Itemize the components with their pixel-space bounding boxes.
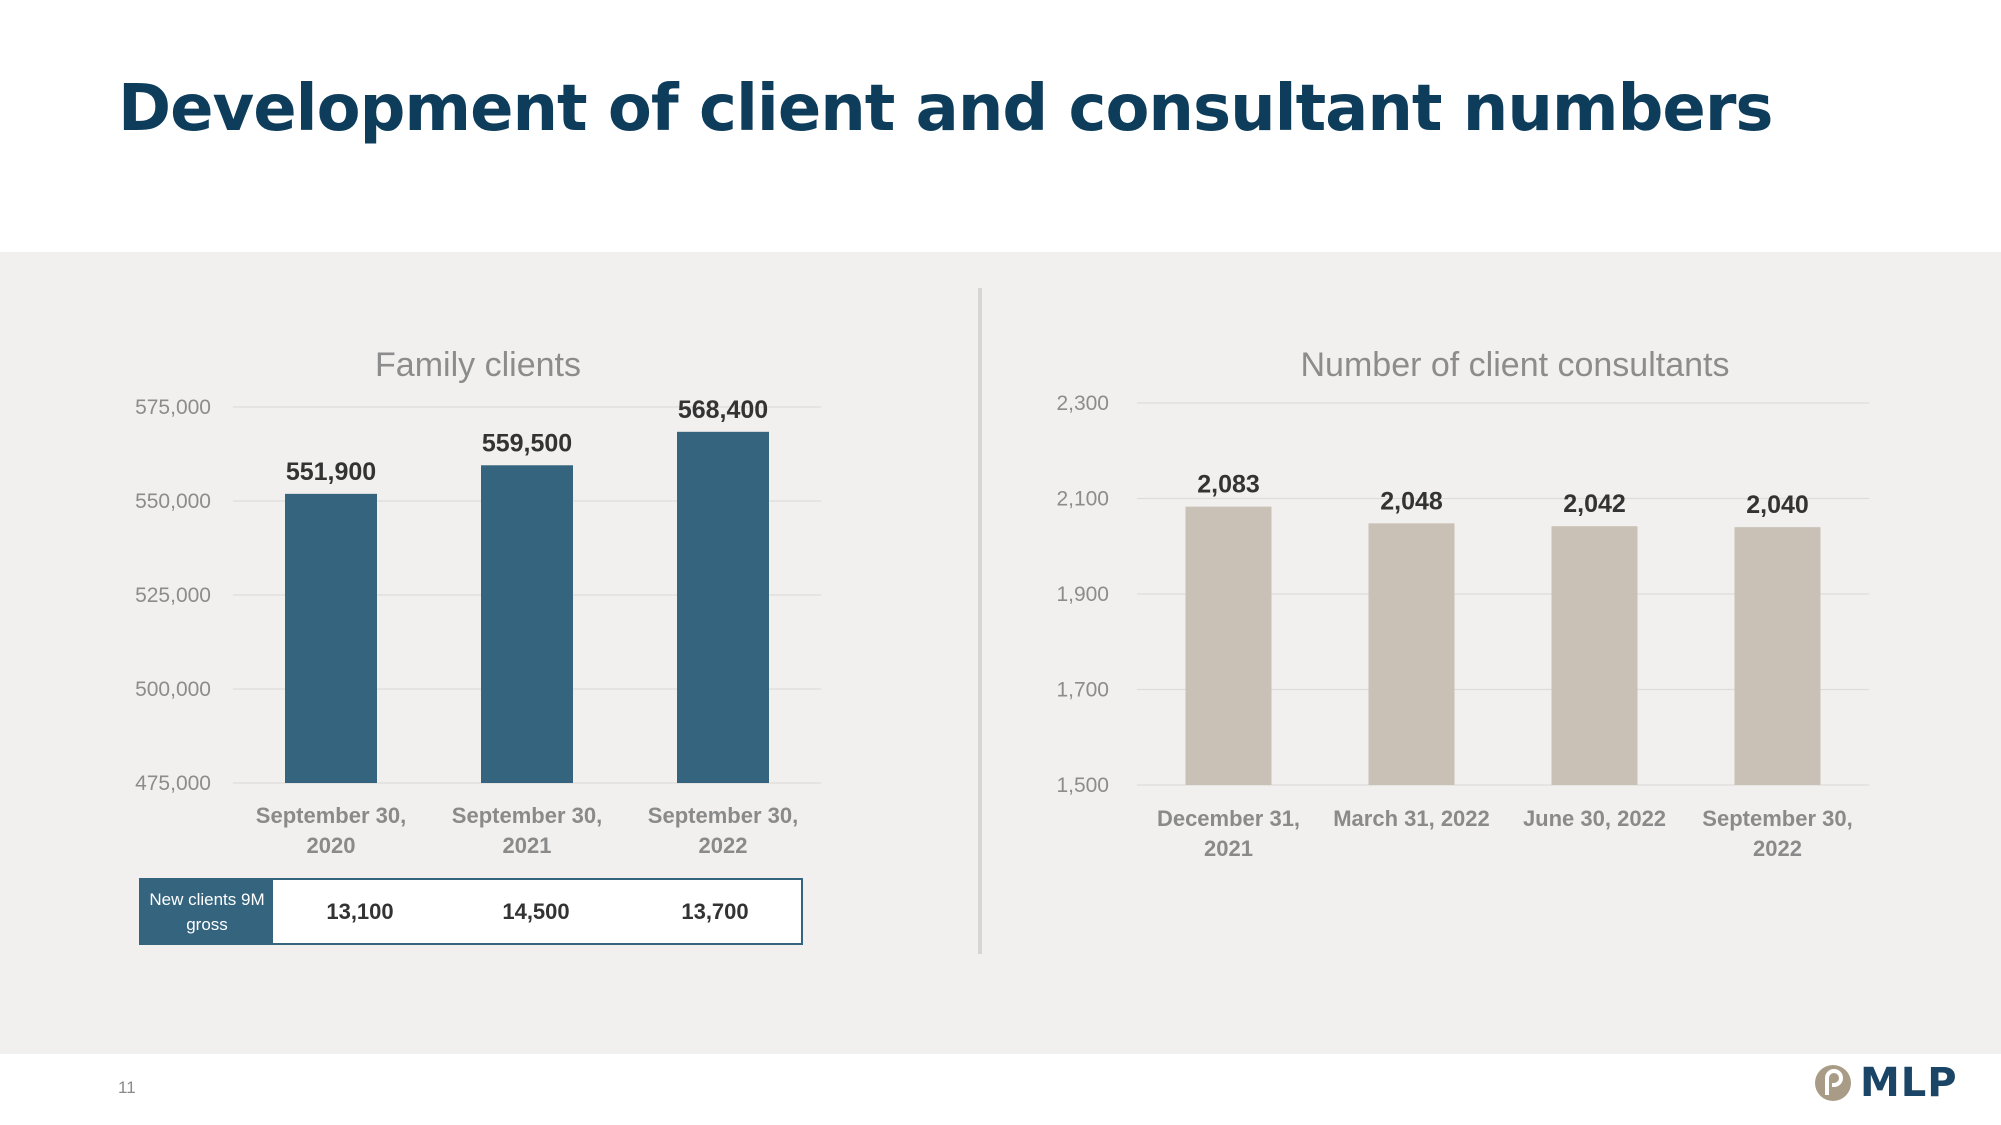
y-tick-label: 1,900 bbox=[1056, 583, 1109, 606]
y-tick-label: 575,000 bbox=[135, 396, 211, 419]
chart-title: Family clients bbox=[375, 346, 581, 384]
x-tick-label: September 30, bbox=[648, 803, 798, 828]
x-tick-label: 2020 bbox=[307, 833, 356, 858]
new-clients-label: New clients 9M gross bbox=[141, 880, 273, 943]
bar bbox=[1734, 527, 1821, 785]
data-label: 568,400 bbox=[678, 396, 768, 424]
data-label: 2,083 bbox=[1197, 471, 1260, 499]
page-number: 11 bbox=[118, 1078, 136, 1097]
bar bbox=[285, 493, 377, 783]
mlp-logo-text: MLP bbox=[1860, 1060, 1958, 1106]
x-tick-label: 2021 bbox=[503, 833, 552, 858]
data-label: 2,042 bbox=[1563, 490, 1626, 518]
y-tick-label: 1,500 bbox=[1056, 774, 1109, 797]
mlp-logo-icon bbox=[1815, 1065, 1851, 1101]
x-tick-label: 2022 bbox=[699, 833, 748, 858]
x-tick-label: September 30, bbox=[256, 803, 406, 828]
y-tick-label: 1,700 bbox=[1056, 679, 1109, 702]
y-tick-label: 2,300 bbox=[1056, 392, 1109, 415]
bar bbox=[1368, 523, 1455, 785]
data-label: 559,500 bbox=[482, 429, 572, 457]
x-tick-label: September 30, bbox=[1702, 806, 1852, 831]
data-label: 2,040 bbox=[1746, 491, 1809, 519]
data-label: 551,900 bbox=[286, 458, 376, 486]
new-clients-value-2020: 13,100 bbox=[326, 899, 394, 924]
panel-divider bbox=[978, 288, 982, 954]
bar bbox=[481, 465, 573, 783]
x-tick-label: September 30, bbox=[452, 803, 602, 828]
data-label: 2,048 bbox=[1380, 487, 1443, 515]
x-tick-label: March 31, 2022 bbox=[1333, 806, 1490, 831]
y-tick-label: 525,000 bbox=[135, 584, 211, 607]
bar bbox=[1551, 526, 1638, 785]
bar bbox=[677, 431, 769, 783]
x-tick-label: June 30, 2022 bbox=[1523, 806, 1666, 831]
chart-title: Number of client consultants bbox=[1301, 346, 1730, 384]
page-title: Development of client and consultant num… bbox=[118, 72, 1773, 146]
x-tick-label: December 31, bbox=[1157, 806, 1300, 831]
x-tick-label: 2022 bbox=[1753, 836, 1802, 861]
new-clients-value-2021: 14,500 bbox=[502, 899, 570, 924]
y-tick-label: 550,000 bbox=[135, 490, 211, 513]
x-tick-label: 2021 bbox=[1204, 836, 1253, 861]
new-clients-table: New clients 9M gross 13,100 14,500 13,70… bbox=[139, 878, 803, 945]
mlp-logo: MLP bbox=[1814, 1060, 1958, 1106]
y-tick-label: 2,100 bbox=[1056, 488, 1109, 511]
y-tick-label: 500,000 bbox=[135, 678, 211, 701]
bar bbox=[1185, 506, 1272, 785]
new-clients-value-2022: 13,700 bbox=[681, 899, 749, 924]
y-tick-label: 475,000 bbox=[135, 772, 211, 795]
